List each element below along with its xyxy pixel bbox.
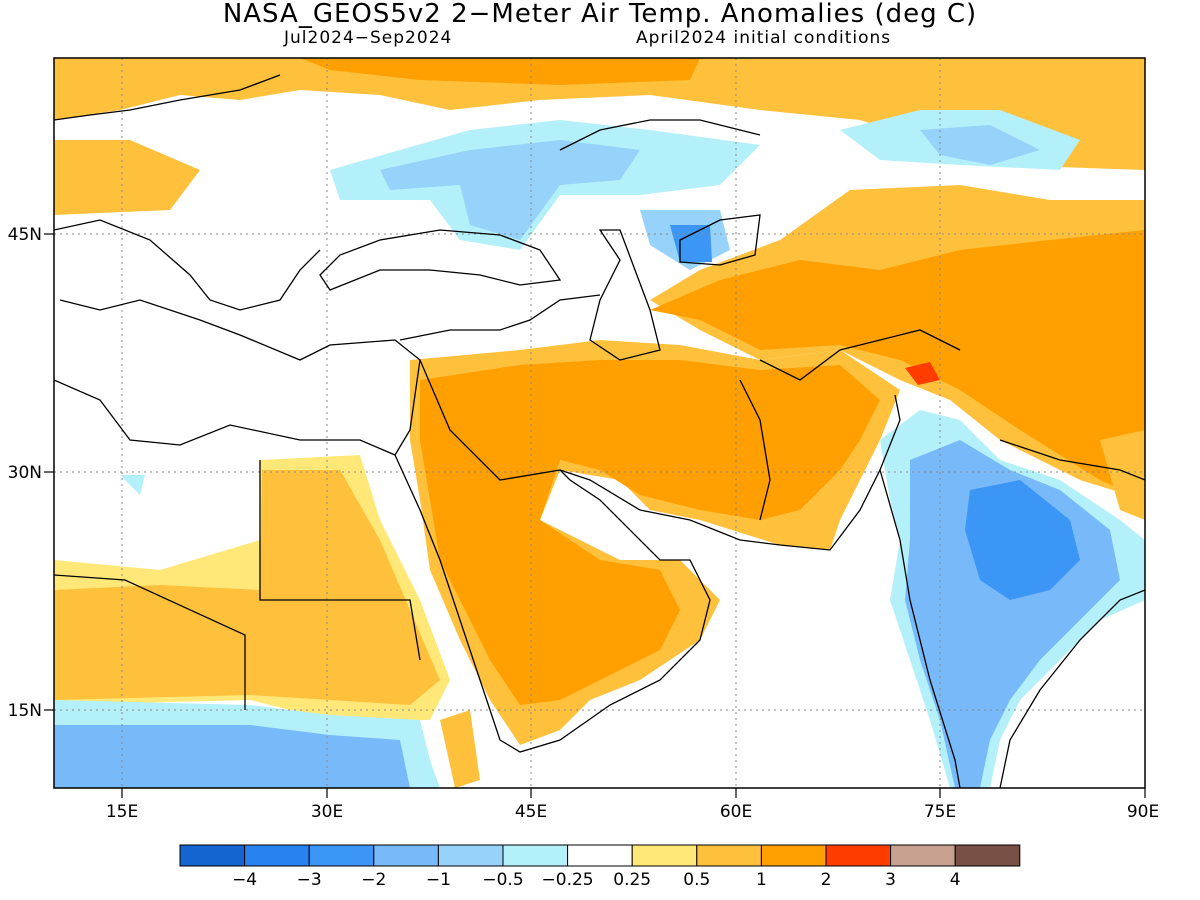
colorbar-label: −3	[297, 870, 322, 890]
colorbar: −4 −3 −2 −1 −0.5 −0.25 0.25 0.5 1 2 3 4	[179, 844, 1021, 890]
x-tick-label-60e: 60E	[720, 802, 752, 822]
colorbar-label: 3	[885, 870, 896, 890]
x-tick-label-90e: 90E	[1127, 802, 1159, 822]
map-frame	[53, 57, 1146, 789]
x-tick-label-30e: 30E	[311, 802, 343, 822]
x-tick-label-45e: 45E	[515, 802, 547, 822]
colorbar-label: 1	[756, 870, 767, 890]
colorbar-label: 2	[821, 870, 832, 890]
colorbar-swatch	[825, 844, 892, 867]
y-tick-label-30n: 30N	[8, 463, 42, 483]
colorbar-swatch	[696, 844, 762, 867]
anomaly-field	[54, 58, 1145, 788]
period-label: Jul2024−Sep2024	[284, 28, 453, 48]
colorbar-label: −4	[232, 870, 257, 890]
colorbar-label: −1	[426, 870, 451, 890]
axis-ticks	[44, 233, 1146, 798]
colorbar-swatch	[179, 844, 246, 867]
colorbar-label: −2	[361, 870, 386, 890]
colorbar-label: −0.25	[542, 870, 594, 890]
colorbar-swatch	[502, 844, 569, 867]
map-title: NASA_GEOS5v2 2−Meter Air Temp. Anomalies…	[222, 0, 978, 29]
colorbar-swatch	[567, 844, 633, 867]
x-tick-label-15e: 15E	[106, 802, 138, 822]
colorbar-label: 4	[950, 870, 961, 890]
colorbar-swatch	[890, 844, 956, 867]
colorbar-swatch	[437, 844, 504, 867]
colorbar-swatch	[308, 844, 375, 867]
colorbar-swatch	[760, 844, 827, 867]
colorbar-swatch	[631, 844, 698, 867]
y-tick-label-15n: 15N	[8, 701, 42, 721]
colorbar-swatch	[244, 844, 310, 867]
colorbar-label: 0.25	[613, 870, 651, 890]
x-tick-label-75e: 75E	[924, 802, 956, 822]
y-tick-label-45n: 45N	[8, 225, 42, 245]
colorbar-swatch	[373, 844, 439, 867]
init-conditions-label: April2024 initial conditions	[636, 28, 892, 48]
graticule	[54, 58, 1145, 788]
colorbar-swatch	[954, 844, 1021, 867]
colorbar-label: 0.5	[683, 870, 710, 890]
colorbar-label: −0.5	[482, 870, 523, 890]
coastlines	[54, 74, 1145, 788]
